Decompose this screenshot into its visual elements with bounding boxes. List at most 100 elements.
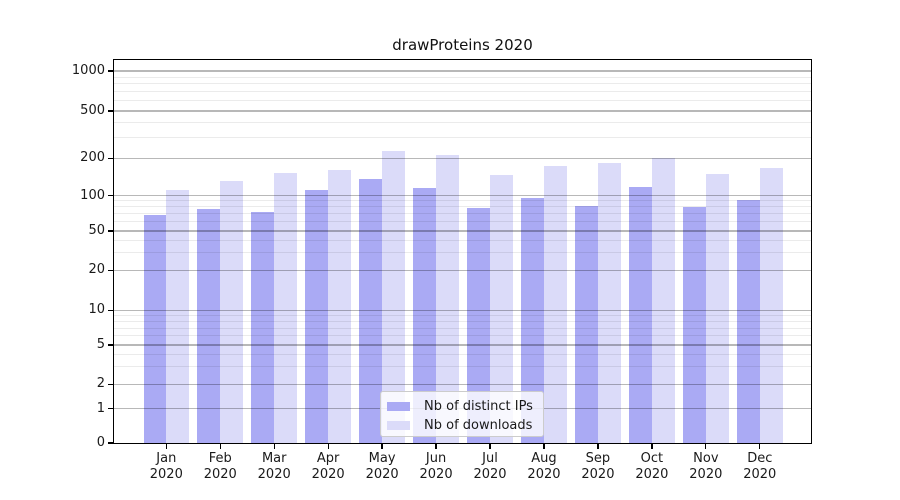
x-axis-month-label: May 2020 <box>352 451 412 482</box>
major-gridline <box>114 70 811 72</box>
y-axis-tick-label: 50 <box>88 223 105 238</box>
minor-gridline <box>114 206 811 208</box>
x-axis-month-label: Mar 2020 <box>244 451 304 482</box>
month-year: 2020 <box>635 466 669 482</box>
x-axis-month-label: Jun 2020 <box>406 451 466 482</box>
minor-gridline <box>114 335 811 337</box>
y-axis-tick-label: 200 <box>80 150 105 166</box>
y-axis-tick-label: 0 <box>96 435 105 450</box>
minor-gridline <box>114 221 811 223</box>
y-axis-tick-label: 10 <box>88 302 105 318</box>
legend-item-distinct-ips: Nb of distinct IPs <box>387 397 543 416</box>
month-year: 2020 <box>581 466 615 482</box>
y-axis-tick <box>108 269 114 271</box>
month-name: Jun <box>425 451 447 466</box>
chart-title: drawProteins 2020 <box>392 36 533 54</box>
bar-distinct-ips <box>143 215 167 443</box>
y-axis-tick <box>108 407 114 410</box>
month-name: Mar <box>261 451 287 466</box>
x-axis-tick <box>651 444 653 449</box>
x-axis-tick <box>273 444 275 449</box>
month-name: Dec <box>747 451 773 466</box>
x-axis-tick <box>597 444 599 449</box>
legend-swatch-downloads <box>387 420 410 431</box>
month-name: May <box>368 451 396 466</box>
bar-distinct-ips <box>305 189 329 443</box>
bar-distinct-ips <box>521 197 544 443</box>
major-gridline <box>114 157 811 159</box>
x-axis-month-label: Jul 2020 <box>460 451 520 482</box>
major-gridline <box>114 383 811 385</box>
y-axis-tick <box>108 344 114 346</box>
minor-gridline <box>114 99 811 101</box>
minor-gridline <box>114 354 811 356</box>
major-gridline <box>114 269 811 271</box>
bar-downloads <box>328 169 351 443</box>
x-axis-tick <box>435 444 437 449</box>
x-axis-month-label: Nov 2020 <box>676 451 736 482</box>
minor-gridline <box>114 83 811 85</box>
month-name: Jul <box>482 451 498 466</box>
month-year: 2020 <box>527 466 561 482</box>
month-year: 2020 <box>365 466 399 482</box>
x-axis-tick <box>705 444 707 449</box>
month-year: 2020 <box>311 466 345 482</box>
x-axis-tick <box>543 444 545 449</box>
y-axis-tick <box>108 309 114 311</box>
minor-gridline <box>114 315 811 317</box>
x-axis-tick <box>327 444 329 449</box>
bar-distinct-ips <box>467 208 491 443</box>
x-axis-tick <box>165 444 167 449</box>
y-axis-tick <box>108 110 114 112</box>
month-name: Oct <box>640 451 664 466</box>
y-axis-tick <box>108 70 114 72</box>
month-year: 2020 <box>257 466 291 482</box>
major-gridline <box>114 230 811 232</box>
bar-downloads <box>597 162 621 443</box>
x-axis-month-label: Aug 2020 <box>514 451 574 482</box>
x-axis-tick <box>759 444 761 449</box>
month-name: Aug <box>531 451 557 466</box>
bar-distinct-ips <box>629 187 652 443</box>
major-gridline <box>114 194 811 197</box>
month-name: Feb <box>208 451 232 466</box>
x-axis-tick <box>381 444 383 449</box>
minor-gridline <box>114 240 811 242</box>
bar-distinct-ips <box>683 206 706 443</box>
y-axis-tick <box>108 442 114 444</box>
month-year: 2020 <box>419 466 453 482</box>
month-name: Sep <box>585 451 611 466</box>
bar-downloads <box>274 173 297 443</box>
y-axis-tick <box>108 194 114 197</box>
y-axis-tick-label: 1 <box>96 400 105 416</box>
y-axis-tick-label: 2 <box>96 376 105 392</box>
bar-downloads <box>166 190 190 443</box>
bar-downloads <box>490 175 513 443</box>
bar-distinct-ips <box>413 188 437 443</box>
bar-downloads <box>543 165 567 443</box>
bar-downloads <box>759 168 783 443</box>
legend-label: Nb of downloads <box>424 418 533 433</box>
month-name: Jan <box>156 451 177 466</box>
legend: Nb of distinct IPs Nb of downloads <box>380 391 544 437</box>
y-axis-tick <box>108 383 114 385</box>
month-name: Apr <box>316 451 340 466</box>
bar-downloads <box>436 154 459 443</box>
major-gridline <box>114 344 811 346</box>
y-axis-tick-label: 1000 <box>71 63 105 78</box>
x-axis-month-label: Oct 2020 <box>622 451 682 482</box>
bar-downloads <box>705 174 729 443</box>
month-year: 2020 <box>689 466 723 482</box>
y-axis-tick-label: 5 <box>96 337 105 352</box>
x-axis-month-label: Feb 2020 <box>190 451 250 482</box>
month-year: 2020 <box>149 466 183 482</box>
minor-gridline <box>114 366 811 368</box>
y-axis-tick <box>108 230 114 232</box>
minor-gridline <box>114 122 811 124</box>
y-axis-tick <box>108 157 114 159</box>
x-axis-month-label: Jan 2020 <box>136 451 196 482</box>
bar-distinct-ips <box>359 178 383 443</box>
y-axis-tick-label: 20 <box>88 262 105 278</box>
major-gridline <box>114 309 811 311</box>
bar-distinct-ips <box>197 208 221 443</box>
